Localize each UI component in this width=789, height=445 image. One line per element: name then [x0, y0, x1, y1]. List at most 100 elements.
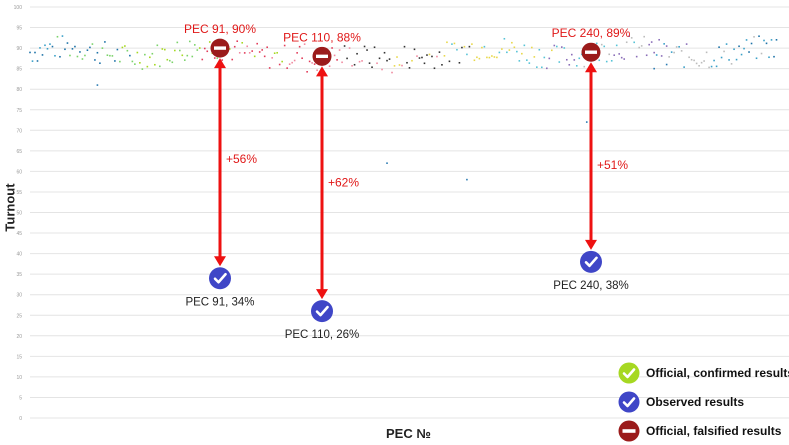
scatter-point [79, 51, 81, 53]
scatter-point [680, 50, 683, 52]
scatter-point [690, 58, 693, 61]
scatter-point [288, 63, 291, 65]
delta-label: +51% [597, 158, 628, 172]
scatter-point [663, 43, 665, 45]
scatter-point [61, 35, 64, 37]
scatter-point [710, 65, 713, 68]
scatter-point [281, 60, 283, 63]
scatter-point [625, 41, 628, 44]
scatter-point [198, 47, 201, 49]
scatter-point [183, 59, 186, 61]
observed-label: PEC 110, 26% [285, 329, 360, 341]
scatter-point [431, 55, 433, 58]
scatter-point [381, 68, 383, 71]
scatter-point [448, 60, 451, 63]
scatter-point [116, 48, 119, 51]
scatter-point [124, 45, 126, 47]
y-tick-label: 30 [16, 293, 22, 299]
scatter-point [99, 62, 101, 65]
scatter-point [600, 43, 603, 46]
scatter-point [408, 67, 411, 69]
scatter-point [96, 51, 99, 54]
scatter-point [273, 52, 276, 54]
scatter-point [713, 59, 715, 62]
scatter-point [501, 48, 503, 50]
scatter-point [773, 55, 775, 58]
scatter-point [371, 66, 373, 69]
scatter-point [348, 47, 351, 49]
scatter-point [353, 63, 356, 66]
scatter-point [84, 54, 86, 57]
check-icon [311, 300, 333, 323]
highlight-pec-240: PEC 240, 89% PEC 240, 38% +51% [552, 26, 631, 292]
x-axis-label: PEC № [386, 426, 431, 441]
legend-label-observed: Observed results [646, 394, 745, 409]
scatter-point [303, 43, 306, 45]
scatter-point [129, 54, 131, 57]
scatter-point [763, 39, 765, 42]
scatter-point [526, 59, 528, 61]
scatter-point [516, 50, 518, 53]
scatter-point [161, 48, 164, 50]
scatter-point [630, 37, 633, 39]
scatter-point [34, 51, 36, 54]
scatter-point [119, 60, 121, 63]
legend-item-falsified: Official, falsified results [618, 416, 789, 445]
scatter-point [486, 56, 488, 59]
scatter-point [733, 48, 735, 51]
scatter-point [725, 43, 728, 45]
scatter-point [248, 52, 251, 54]
scatter-point [144, 53, 146, 56]
scatter-point [366, 49, 368, 51]
legend-item-confirmed: Official, confirmed results [618, 358, 789, 387]
arrowhead-up [316, 66, 328, 77]
check-icon [618, 391, 640, 412]
scatter-point [141, 68, 144, 70]
scatter-point [753, 36, 755, 38]
no-entry-bar [585, 50, 597, 54]
check-mark [584, 256, 598, 268]
scatter-point [598, 59, 601, 62]
scatter-point [546, 67, 548, 70]
scatter-point [213, 57, 216, 59]
scatter-point [451, 43, 453, 45]
scatter-point [328, 65, 331, 67]
scatter-point [296, 52, 298, 54]
scatter-point [416, 55, 418, 57]
scatter-point [29, 51, 31, 54]
scatter-point [688, 56, 690, 59]
scatter-point [665, 45, 668, 47]
scatter-point [166, 58, 169, 61]
scatter-point [668, 56, 670, 58]
scatter-point [246, 45, 249, 48]
scatter-point [179, 49, 181, 52]
scatter-point [471, 43, 473, 45]
scatter-point [131, 60, 134, 63]
scatter-point [44, 44, 46, 47]
scatter-point [268, 67, 271, 69]
scatter-point [333, 54, 336, 57]
scatter-point [151, 52, 154, 55]
scatter-point [208, 41, 211, 43]
scatter-point [496, 56, 498, 59]
scatter-point [755, 57, 758, 60]
scatter-point [54, 54, 56, 57]
official-label: PEC 240, 89% [552, 26, 631, 40]
scatter-point [708, 66, 710, 69]
y-tick-label: 85 [16, 67, 22, 73]
scatter-point [745, 39, 748, 41]
scatter-point [94, 59, 96, 61]
scatter-point [341, 61, 343, 64]
scatter-point [728, 59, 730, 61]
scatter-point [473, 59, 476, 62]
scatter-point [578, 57, 581, 60]
check-icon [209, 267, 231, 290]
y-tick-label: 80 [16, 87, 22, 93]
scatter-point [106, 54, 109, 57]
scatter-point [740, 53, 743, 56]
scatter-point [76, 55, 79, 58]
scatter-point [538, 48, 541, 51]
y-tick-label: 35 [16, 272, 22, 278]
scatter-point [149, 56, 151, 59]
scatter-point [518, 60, 521, 62]
